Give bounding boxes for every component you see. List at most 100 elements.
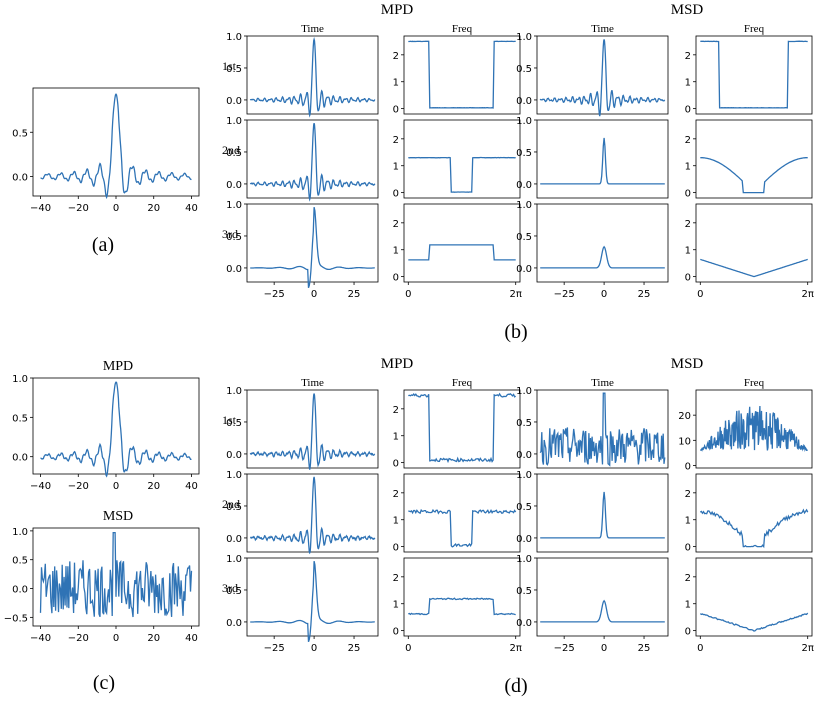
panel-b-r3c1-ytick-label: 0.5	[226, 232, 242, 243]
panel-d-r1c1-series	[249, 393, 376, 470]
panel-b-r2c2-series	[408, 156, 516, 193]
panel-b-r1c3-series	[539, 39, 666, 117]
panel-b-row-label: 3rd	[222, 227, 238, 241]
panel-d-r1c1-ytick-label: 0.5	[226, 418, 242, 429]
panel-a-xtick-label: 20	[147, 203, 160, 214]
panel-b-r3c2-ytick-label: 0	[393, 273, 399, 284]
panel-c-mpd-frame	[32, 377, 200, 475]
panel-b-r3c2-ytick-label: 2	[393, 219, 399, 230]
panel-d-r2c3-ytick-label: 0.0	[516, 534, 532, 545]
panel-b-row-label: 2nd	[222, 143, 240, 157]
panel-b-r2c1-ytick-label: 0.0	[226, 180, 242, 191]
panel-b-r2c3-ytick-label: 1.0	[516, 116, 532, 127]
panel-d-header-msd: MSD	[671, 356, 704, 372]
panel-b-r1c1-ytick-label: 1.0	[226, 32, 242, 43]
panel-c-msd-xtick-label: −40	[30, 633, 51, 644]
panel-b-r1c2-frame	[403, 35, 521, 115]
panel-c-msd-ytick-label: −0.5	[4, 613, 28, 624]
panel-b-r3c3-xtick-label: −25	[554, 289, 575, 300]
panel-d-r2c2-ytick-label: 2	[393, 489, 399, 500]
panel-d-r2c4-series	[699, 508, 809, 549]
panel-d-r1c2-ytick-label: 2	[393, 405, 399, 416]
panel-d-r3c4-series	[699, 612, 809, 632]
panel-c-msd-xtick-label: −20	[68, 633, 89, 644]
panel-b-r3c1-xtick-label: −25	[264, 289, 285, 300]
panel-d-r2c4-ytick-label: 0	[685, 543, 691, 554]
panel-d-r3c2-ytick-label: 0	[393, 627, 399, 638]
panel-b-r3c4-ytick-label: 1	[685, 246, 691, 257]
panel-d-r3c2-frame	[403, 557, 521, 637]
panel-d-r3c3-xtick-label: −25	[554, 643, 575, 654]
panel-c-title-mpd: MPD	[103, 359, 133, 374]
panel-b-r3c3-xtick-label: 0	[601, 289, 607, 300]
panel-b-r1c4-ytick-label: 1	[685, 78, 691, 89]
panel-b-r3c1-xtick-label: 25	[348, 289, 361, 300]
panel-b-r2c3-ytick-label: 0.0	[516, 180, 532, 191]
panel-b-r3c3-ytick-label: 0.0	[516, 264, 532, 275]
panel-d-r1c3-series	[539, 392, 666, 467]
panel-b-r1c4-frame	[695, 35, 813, 115]
panel-b-r3c4-ytick-label: 0	[685, 273, 691, 284]
panel-b-r2c4-series	[700, 157, 808, 194]
panel-d-r2c1-ytick-label: 0.5	[226, 502, 242, 513]
panel-d-col-title: Time	[301, 377, 324, 389]
panel-d-r1c3-ytick-label: 1.0	[516, 386, 532, 397]
panel-c-mpd-ytick-label: 1.0	[12, 374, 28, 385]
panel-d-r2c2-ytick-label: 1	[393, 516, 399, 527]
panel-d-r1c2-frame	[403, 389, 521, 469]
panel-d-r2c2-series	[408, 508, 517, 548]
panel-b-r2c3-ytick-label: 0.5	[516, 148, 532, 159]
panel-b-row-label: 1st	[222, 59, 237, 73]
panel-d-r2c1-ytick-label: 0.0	[226, 534, 242, 545]
panel-b-r3c3-ytick-label: 0.5	[516, 232, 532, 243]
panel-b-r1c1-series	[249, 36, 376, 118]
panel-d-r1c2-series	[408, 392, 517, 464]
panel-a-xtick-label: 40	[185, 203, 198, 214]
panel-c-mpd-series	[40, 381, 192, 478]
panel-b-r3c4-frame	[695, 203, 813, 283]
panel-c-msd-ytick-label: 1.0	[12, 527, 28, 538]
panel-d-r3c3-xtick-label: 25	[638, 643, 651, 654]
panel-b-r3c2-series	[408, 244, 516, 261]
panel-b-r2c3-series	[540, 137, 665, 185]
panel-a-label: (a)	[92, 234, 114, 256]
panel-b-r3c1-series	[250, 207, 375, 289]
panel-d-r3c1-xtick-label: −25	[264, 643, 285, 654]
panel-b-r2c1-ytick-label: 0.5	[226, 148, 242, 159]
panel-d-r2c4-frame	[695, 473, 813, 553]
panel-c-label: (c)	[93, 672, 115, 694]
panel-b-r3c4-xtick-label: 2π	[802, 289, 814, 300]
panel-d-header-mpd: MPD	[381, 356, 414, 372]
panel-d-r1c2-ytick-label: 0	[393, 459, 399, 470]
panel-d-r1c4-series	[700, 405, 808, 452]
panel-b-r2c2-frame	[403, 119, 521, 199]
panel-b-r3c2-frame	[403, 203, 521, 283]
panel-b-r3c2-xtick-label: 0	[405, 289, 411, 300]
panel-d-r2c1-ytick-label: 1.0	[226, 470, 242, 481]
panel-d-r2c2-ytick-label: 0	[393, 543, 399, 554]
panel-d-r1c1-ytick-label: 0.0	[226, 450, 242, 461]
panel-d-r3c2-ytick-label: 1	[393, 600, 399, 611]
panel-c-msd-xtick-label: 20	[147, 633, 160, 644]
panel-d-r3c2-xtick-label: 0	[405, 643, 411, 654]
panel-b-r1c4-series	[700, 40, 808, 109]
panel-b-col-title: Freq	[744, 23, 765, 35]
panel-d-col-title: Time	[591, 377, 614, 389]
panel-d-r3c1-xtick-label: 25	[348, 643, 361, 654]
panel-c-mpd-xtick-label: 40	[185, 481, 198, 492]
panel-b-r3c1-ytick-label: 1.0	[226, 200, 242, 211]
panel-b-r2c4-ytick-label: 0	[685, 189, 691, 200]
panel-d-r3c4-ytick-label: 2	[685, 573, 691, 584]
panel-d-r1c1-ytick-label: 1.0	[226, 386, 242, 397]
panel-d-r3c4-frame	[695, 557, 813, 637]
panel-b-r3c4-xtick-label: 0	[697, 289, 703, 300]
panel-d-r3c2-xtick-label: 2π	[510, 643, 522, 654]
panel-b-col-title: Time	[591, 23, 614, 35]
panel-b-r2c2-ytick-label: 1	[393, 162, 399, 173]
panel-c-mpd-xtick-label: −40	[30, 481, 51, 492]
panel-d-r3c4-ytick-label: 0	[685, 627, 691, 638]
panel-d-r3c3-ytick-label: 1.0	[516, 554, 532, 565]
panel-d-r3c3-frame	[536, 557, 669, 637]
panel-c-mpd-ytick-label: 0.5	[12, 413, 28, 424]
